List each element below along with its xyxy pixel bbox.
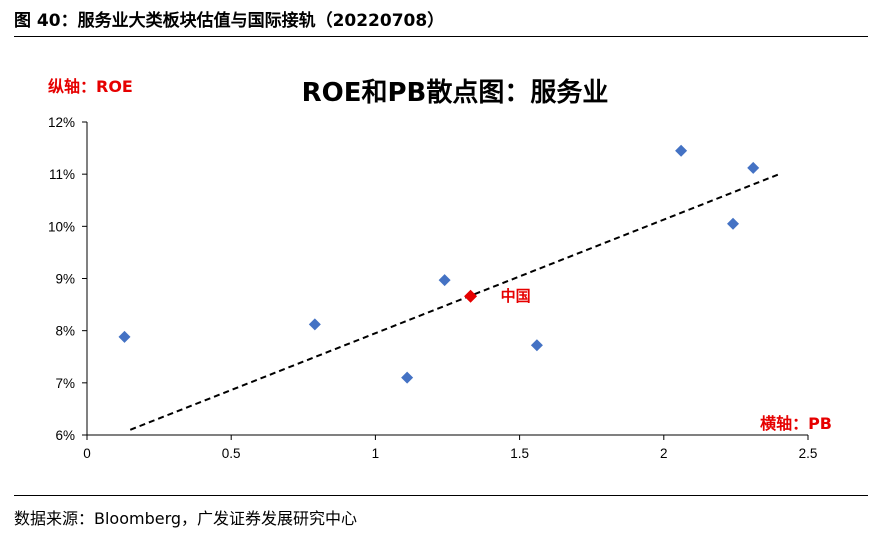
- data-point: [747, 161, 760, 174]
- y-tick-label: 12%: [48, 115, 75, 130]
- y-tick-label: 11%: [49, 167, 75, 182]
- x-tick-label: 1: [372, 446, 380, 461]
- chart-title: ROE和PB散点图：服务业: [302, 77, 609, 108]
- highlight-label: 中国: [501, 287, 531, 305]
- highlight-point: [464, 289, 478, 303]
- x-tick-label: 2.5: [799, 446, 818, 461]
- data-points: [118, 144, 760, 384]
- trendline-path: [129, 173, 780, 431]
- x-tick-label: 2: [660, 446, 668, 461]
- x-tick-label: 0: [83, 446, 91, 461]
- y-tick-label: 6%: [55, 428, 75, 443]
- scatter-chart: ROE和PB散点图：服务业 纵轴：ROE 横轴：PB 6%7%8%9%10%11…: [48, 77, 832, 461]
- y-axis-label: 纵轴：ROE: [48, 77, 133, 96]
- data-point: [675, 144, 688, 157]
- data-point: [308, 318, 321, 331]
- y-tick-label: 9%: [55, 272, 75, 287]
- x-tick-label: 1.5: [510, 446, 529, 461]
- figure-caption: 图 40：服务业大类板块估值与国际接轨（20220708）: [14, 11, 445, 31]
- source-note: 数据来源：Bloomberg，广发证券发展研究中心: [14, 509, 358, 528]
- data-point: [530, 339, 543, 352]
- source-rule: [14, 495, 868, 496]
- y-tick-label: 7%: [55, 376, 75, 391]
- trendline: [129, 173, 780, 431]
- data-point: [401, 371, 414, 384]
- x-tick-label: 0.5: [222, 446, 241, 461]
- y-tick-label: 10%: [48, 219, 75, 234]
- axes: 6% 7% 8% 9% 10% 11% 12% 0 0.5 1 1.5 2 2.5: [48, 115, 817, 461]
- y-tick-label: 8%: [55, 324, 75, 339]
- data-point: [727, 217, 740, 230]
- data-point: [118, 330, 131, 343]
- caption-rule: [14, 36, 868, 37]
- highlight-point-group: 中国: [464, 287, 531, 305]
- data-point: [438, 274, 451, 287]
- x-axis-label: 横轴：PB: [760, 414, 832, 433]
